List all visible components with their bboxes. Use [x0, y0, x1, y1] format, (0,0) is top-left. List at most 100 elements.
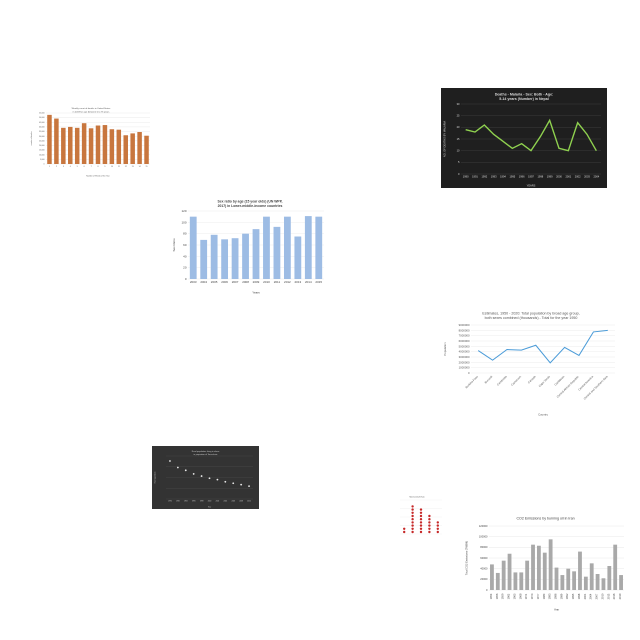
x-tick-label: 2000: [208, 501, 212, 503]
data-point: [436, 524, 439, 527]
bar: [619, 575, 623, 590]
chart-title: CO2 Emissions by burning oil in Iran: [516, 517, 574, 521]
x-tick-label: 2012: [284, 280, 291, 284]
x-tick-label: 2006: [221, 280, 228, 284]
y-axis-label: Total CO2 Emissions (TMBM): [465, 541, 469, 575]
bar: [613, 544, 618, 590]
data-point: [208, 477, 211, 480]
y-tick-label: 0: [468, 371, 470, 375]
y-tick-label: 25: [457, 114, 460, 118]
y-tick-label: 5000000: [459, 344, 470, 348]
bar: [525, 560, 530, 590]
y-tick-label: 15: [457, 137, 460, 141]
x-tick-label: 1999: [547, 175, 553, 179]
bar: [315, 216, 323, 279]
y-tick-label: 35,000: [39, 131, 45, 133]
x-tick-label: 2002: [216, 501, 220, 503]
chart-title: Sex ratio by age (15 year olds) (UN WPP,: [218, 199, 283, 203]
bar: [81, 123, 87, 164]
bar: [144, 135, 149, 164]
x-tick-label: 2004: [224, 501, 228, 503]
bar: [210, 234, 218, 279]
chart-sex-ratio: Sex ratio by age (15 year olds) (UN WPP,…: [170, 195, 330, 295]
bar: [583, 576, 588, 590]
y-tick-label: 100: [181, 220, 186, 224]
y-tick-label: 0: [486, 588, 488, 592]
x-tick-label: 2004: [200, 280, 207, 284]
x-tick-label: 7: [91, 166, 92, 168]
y-tick-label: 120000: [479, 524, 488, 528]
y-axis-label: number of deaths: [30, 131, 33, 145]
y-tick-label: 30: [457, 102, 460, 106]
data-point: [232, 482, 235, 485]
y-tick-label: 40,000: [39, 127, 45, 129]
bar: [607, 566, 612, 590]
chart-title: 5-14 years (Number) in Nepal: [499, 97, 549, 101]
data-point: [411, 511, 414, 514]
data-point: [411, 530, 414, 534]
data-point: [403, 530, 406, 534]
y-tick-label: 60: [183, 243, 187, 247]
y-tick-label: 8000000: [459, 328, 470, 332]
bar: [130, 133, 135, 164]
x-tick-label: 11: [118, 166, 120, 168]
y-tick-label: 20,000: [39, 145, 45, 147]
x-tick-label: 1990: [168, 501, 172, 503]
y-tick-label: 50,000: [39, 117, 45, 119]
y-tick-label: 7000000: [459, 334, 470, 338]
bar: [560, 575, 565, 590]
y-tick-label: 100000: [479, 535, 488, 539]
x-axis-label: Year: [554, 608, 559, 612]
data-point: [176, 466, 179, 469]
x-tick-label: 2007: [232, 280, 239, 284]
chart-us-weekly-deaths: Weekly count of deaths in United States i…: [28, 103, 154, 178]
x-tick-label: 2005: [211, 280, 218, 284]
x-tick-label: 2009: [253, 280, 260, 284]
chart-population-estimates: Estimates, 1950 - 2020: Total population…: [441, 307, 621, 417]
data-point: [411, 505, 414, 508]
x-tick-label: 8: [98, 166, 99, 168]
y-tick-label: 0: [44, 164, 45, 166]
y-tick-label: 10,000: [39, 154, 45, 156]
y-tick-label: 20: [457, 125, 460, 129]
x-tick-label: 13: [132, 166, 134, 168]
x-tick-label: 1983: [548, 593, 552, 599]
data-point: [428, 518, 431, 521]
x-tick-label: 2019: [618, 593, 622, 599]
x-tick-label: 1971: [524, 593, 528, 599]
bar: [221, 239, 229, 279]
x-tick-label: 2010: [263, 280, 270, 284]
x-tick-label: 2015: [315, 280, 322, 284]
bar: [542, 552, 547, 590]
x-tick-label: 1986: [554, 593, 558, 599]
data-point: [200, 475, 203, 477]
chart-iran-co2-emissions: CO2 Emissions by burning oil in Iran 0 200…: [463, 512, 628, 612]
data-point: [419, 530, 423, 534]
bar: [536, 545, 541, 590]
x-tick-label: 2001: [583, 593, 587, 599]
bar: [252, 229, 260, 279]
bar: [61, 127, 66, 164]
x-axis-label: Year: [208, 507, 212, 509]
x-tick-label: 1968: [518, 593, 522, 599]
data-point: [419, 527, 423, 530]
x-tick-label: 1965: [512, 593, 516, 599]
x-tick-label: 1996: [192, 501, 196, 503]
x-tick-label: 2000: [556, 175, 562, 179]
data-point: [419, 518, 423, 521]
y-tick-label: 40000: [480, 567, 488, 571]
y-tick-label: 25,000: [39, 140, 45, 142]
x-tick-label: 1991: [472, 175, 478, 179]
x-tick-label: 1994: [184, 501, 188, 503]
data-point: [419, 511, 423, 514]
x-tick-label: 1997: [528, 175, 534, 179]
x-axis-label: Country: [538, 413, 548, 417]
data-point: [224, 480, 227, 483]
y-axis-label: Population: [443, 342, 447, 356]
x-tick-label: 1989: [559, 593, 563, 599]
chart-title: Deaths - Malaria - Sex: Both - Age:: [495, 93, 554, 97]
bar: [137, 132, 142, 164]
y-tick-label: 120: [181, 209, 186, 213]
x-tick-label: 2011: [274, 280, 281, 284]
x-tick-label: 6: [84, 166, 85, 168]
